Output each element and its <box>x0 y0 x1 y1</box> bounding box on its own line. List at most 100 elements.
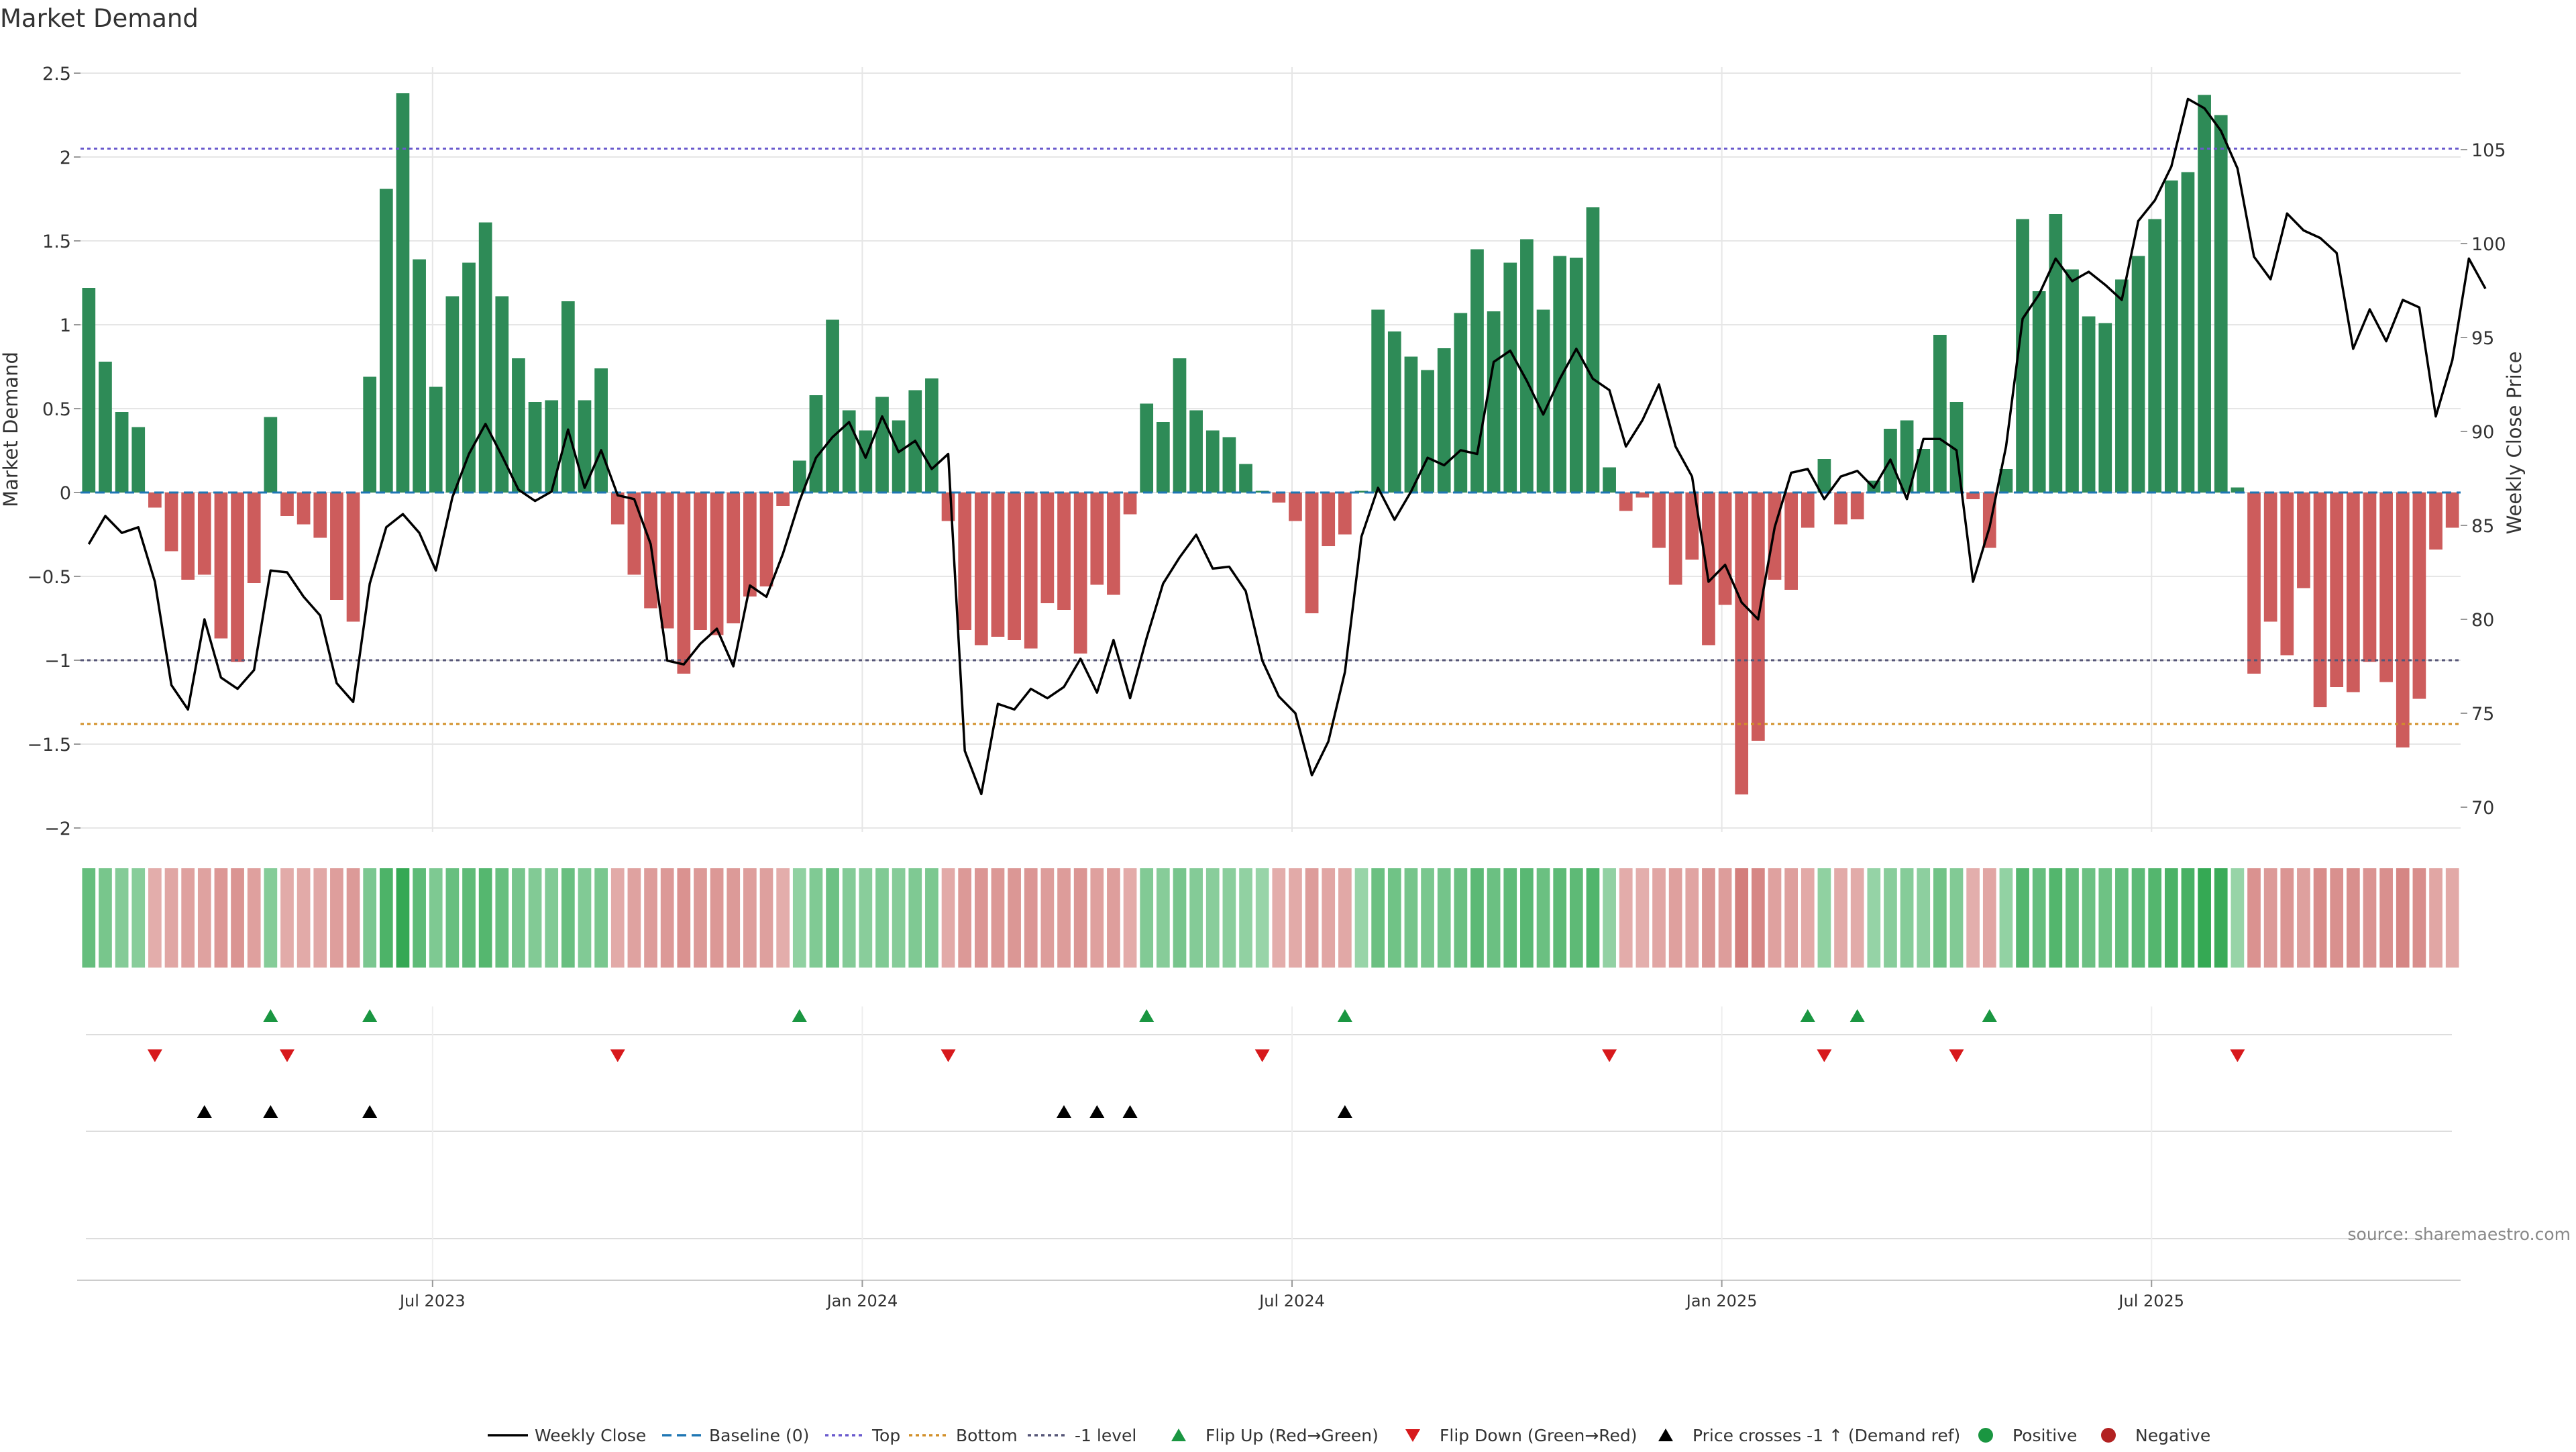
demand-bar-20 <box>413 259 426 492</box>
heat-cell-25 <box>495 868 509 968</box>
heat-cell-62 <box>1107 868 1120 968</box>
heat-cell-130 <box>2231 868 2245 968</box>
heat-cell-10 <box>247 868 261 968</box>
heat-cell-93 <box>1619 868 1633 968</box>
legend-label-9: Negative <box>2135 1426 2210 1445</box>
event-panels <box>86 1006 2452 1282</box>
demand-bar-6 <box>181 492 195 580</box>
demand-bar-30 <box>578 400 592 492</box>
heat-cell-122 <box>2098 868 2112 968</box>
demand-bar-10 <box>247 492 261 583</box>
price-cross-marker-3 <box>1057 1105 1072 1118</box>
demand-bar-112 <box>1933 335 1947 492</box>
demand-bar-54 <box>974 492 988 645</box>
heat-cell-65 <box>1156 868 1170 968</box>
heat-cell-109 <box>1884 868 1897 968</box>
source-note: source: sharemaestro.com <box>2348 1225 2571 1244</box>
heat-cell-36 <box>677 868 691 968</box>
heat-cell-9 <box>231 868 244 968</box>
demand-bar-19 <box>396 93 410 492</box>
flip-down-marker-2 <box>610 1049 625 1062</box>
demand-bar-29 <box>561 301 575 492</box>
heat-cell-43 <box>792 868 806 968</box>
heat-cell-27 <box>528 868 542 968</box>
heat-cell-103 <box>1784 868 1798 968</box>
demand-bar-65 <box>1156 422 1170 492</box>
heat-cell-85 <box>1487 868 1501 968</box>
demand-bar-111 <box>1917 449 1931 492</box>
heat-cell-39 <box>727 868 741 968</box>
demand-bar-110 <box>1900 420 1914 492</box>
heat-cell-119 <box>2049 868 2063 968</box>
flip-up-marker-3 <box>1139 1009 1155 1022</box>
heat-cell-104 <box>1801 868 1815 968</box>
demand-bar-58 <box>1040 492 1055 603</box>
y-right-tick-label-5: 80 <box>2471 610 2494 631</box>
heat-cell-112 <box>1933 868 1947 968</box>
flip-up-marker-4 <box>1337 1009 1352 1022</box>
y-tick-label-5: 0 <box>60 483 71 504</box>
price-line-layer <box>87 97 2487 796</box>
x-tick-label-2: Jul 2024 <box>1258 1292 1325 1310</box>
demand-bar-132 <box>2263 492 2277 622</box>
y-tick-label-6: −0.5 <box>27 567 71 588</box>
demand-bar-7 <box>197 492 211 575</box>
demand-bar-87 <box>1520 239 1534 492</box>
heat-cell-131 <box>2247 868 2261 968</box>
flip-up-marker-0 <box>263 1009 278 1022</box>
demand-bar-44 <box>809 395 823 492</box>
flip-down-marker-0 <box>147 1049 162 1062</box>
demand-bar-40 <box>743 492 757 597</box>
demand-bar-107 <box>1850 492 1864 519</box>
heat-cell-107 <box>1850 868 1864 968</box>
heat-cell-22 <box>445 868 460 968</box>
demand-bar-60 <box>1073 492 1087 654</box>
demand-bar-23 <box>462 262 476 492</box>
demand-bar-117 <box>2016 219 2029 492</box>
heat-cell-101 <box>1751 868 1765 968</box>
heat-cell-133 <box>2280 868 2294 968</box>
heat-cell-121 <box>2082 868 2096 968</box>
heat-cell-2 <box>115 868 129 968</box>
demand-bar-133 <box>2280 492 2294 656</box>
heat-cell-37 <box>694 868 707 968</box>
heat-cell-73 <box>1289 868 1302 968</box>
demand-bar-14 <box>313 492 327 538</box>
demand-bar-143 <box>2445 492 2459 528</box>
y-tick-label-7: −1 <box>44 651 71 672</box>
demand-bar-141 <box>2412 492 2426 699</box>
x-axis: Jul 2023 Jan 2024 Jul 2024 Jan 2025 Jul 2025 <box>77 1280 2461 1310</box>
heat-cell-74 <box>1305 868 1319 968</box>
demand-bar-74 <box>1305 492 1319 613</box>
heat-cell-138 <box>2363 868 2377 968</box>
demand-bar-86 <box>1503 262 1517 492</box>
demand-bar-129 <box>2214 115 2228 492</box>
legend-swatch-9 <box>2101 1428 2116 1443</box>
heat-cell-78 <box>1371 868 1385 968</box>
demand-bar-114 <box>1966 492 1980 499</box>
legend-label-1: Baseline (0) <box>709 1426 809 1445</box>
heat-cell-1 <box>99 868 112 968</box>
demand-bar-16 <box>346 492 360 622</box>
demand-bar-119 <box>2049 214 2063 492</box>
y-ticks-right: 105 100 95 90 85 80 75 70 <box>2461 140 2506 819</box>
legend-label-8: Positive <box>2012 1426 2077 1445</box>
heat-cell-135 <box>2313 868 2327 968</box>
demand-bar-26 <box>512 358 525 492</box>
heat-cell-77 <box>1354 868 1368 968</box>
heat-cell-96 <box>1668 868 1682 968</box>
demand-bar-125 <box>2148 219 2162 492</box>
y-right-tick-label-0: 105 <box>2471 140 2506 161</box>
demand-bar-59 <box>1057 492 1071 610</box>
heat-cell-0 <box>82 868 96 968</box>
heat-cell-50 <box>908 868 922 968</box>
heat-cell-70 <box>1239 868 1252 968</box>
demand-bar-0 <box>82 288 96 492</box>
y-right-tick-label-1: 100 <box>2471 234 2506 255</box>
y-tick-label-2: 1.5 <box>42 231 71 252</box>
heat-cell-35 <box>660 868 674 968</box>
legend-swatch-8 <box>1978 1428 1993 1443</box>
legend-label-3: Bottom <box>956 1426 1018 1445</box>
legend-swatch-6 <box>1405 1429 1420 1442</box>
